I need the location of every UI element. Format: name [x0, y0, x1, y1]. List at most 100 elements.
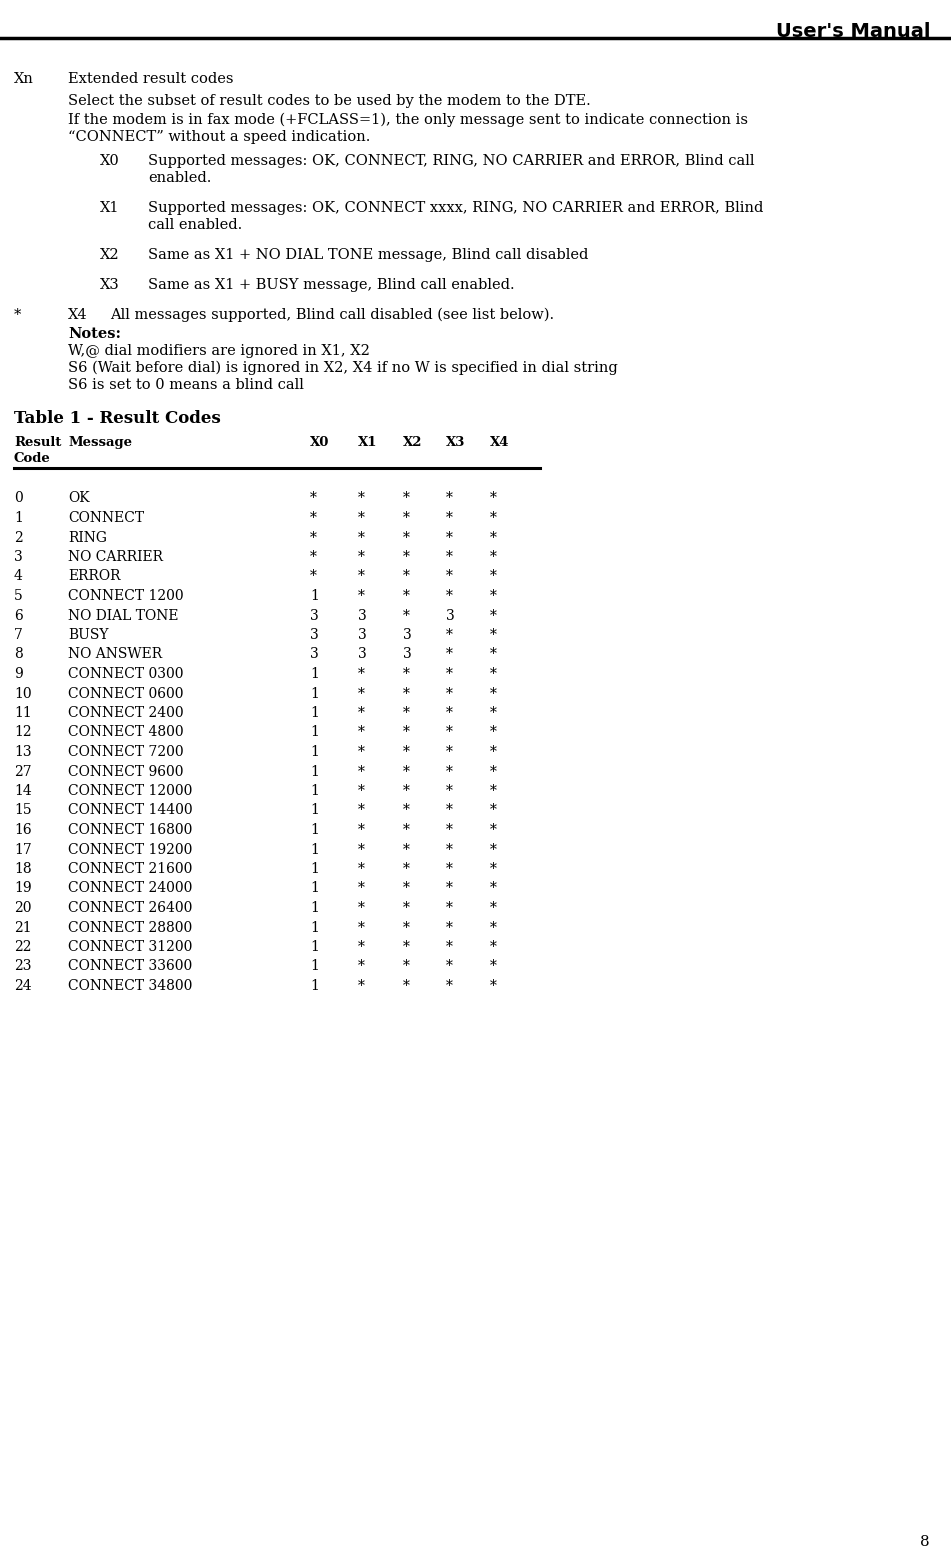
Text: S6 is set to 0 means a blind call: S6 is set to 0 means a blind call	[68, 378, 304, 392]
Text: Same as X1 + BUSY message, Blind call enabled.: Same as X1 + BUSY message, Blind call en…	[148, 278, 514, 292]
Text: *: *	[358, 589, 365, 603]
Text: 8: 8	[14, 648, 23, 662]
Text: 3: 3	[310, 648, 319, 662]
Text: “CONNECT” without a speed indication.: “CONNECT” without a speed indication.	[68, 131, 370, 145]
Text: *: *	[490, 803, 496, 817]
Text: 15: 15	[14, 803, 31, 817]
Text: *: *	[490, 550, 496, 564]
Text: *: *	[446, 744, 453, 758]
Text: Same as X1 + NO DIAL TONE message, Blind call disabled: Same as X1 + NO DIAL TONE message, Blind…	[148, 249, 589, 263]
Text: *: *	[310, 569, 317, 583]
Text: 17: 17	[14, 842, 31, 856]
Text: X0: X0	[100, 154, 120, 168]
Text: *: *	[403, 511, 410, 525]
Text: *: *	[358, 920, 365, 934]
Text: *: *	[446, 511, 453, 525]
Text: CONNECT 19200: CONNECT 19200	[68, 842, 192, 856]
Text: 6: 6	[14, 609, 23, 623]
Text: *: *	[446, 491, 453, 505]
Text: *: *	[358, 530, 365, 544]
Text: *: *	[446, 940, 453, 954]
Text: 1: 1	[310, 706, 319, 720]
Text: 1: 1	[310, 862, 319, 876]
Text: *: *	[310, 491, 317, 505]
Text: *: *	[403, 959, 410, 973]
Text: *: *	[490, 706, 496, 720]
Text: 4: 4	[14, 569, 23, 583]
Text: *: *	[358, 881, 365, 895]
Text: 1: 1	[310, 785, 319, 799]
Text: CONNECT 4800: CONNECT 4800	[68, 726, 184, 740]
Text: Message: Message	[68, 437, 132, 449]
Text: *: *	[446, 726, 453, 740]
Text: NO ANSWER: NO ANSWER	[68, 648, 162, 662]
Text: *: *	[403, 667, 410, 681]
Text: *: *	[446, 881, 453, 895]
Text: X4: X4	[68, 308, 87, 322]
Text: *: *	[446, 589, 453, 603]
Text: *: *	[403, 744, 410, 758]
Text: *: *	[446, 959, 453, 973]
Text: User's Manual: User's Manual	[775, 22, 930, 40]
Text: *: *	[358, 706, 365, 720]
Text: 1: 1	[310, 920, 319, 934]
Text: *: *	[358, 667, 365, 681]
Text: 24: 24	[14, 979, 31, 993]
Text: *: *	[490, 609, 496, 623]
Text: Supported messages: OK, CONNECT, RING, NO CARRIER and ERROR, Blind call: Supported messages: OK, CONNECT, RING, N…	[148, 154, 754, 168]
Text: *: *	[490, 511, 496, 525]
Text: 3: 3	[358, 648, 367, 662]
Text: X2: X2	[100, 249, 120, 263]
Text: 19: 19	[14, 881, 31, 895]
Text: *: *	[403, 940, 410, 954]
Text: CONNECT 0600: CONNECT 0600	[68, 687, 184, 701]
Text: 5: 5	[14, 589, 23, 603]
Text: *: *	[358, 940, 365, 954]
Text: *: *	[310, 550, 317, 564]
Text: 8: 8	[921, 1535, 930, 1549]
Text: BUSY: BUSY	[68, 628, 108, 642]
Text: *: *	[403, 687, 410, 701]
Text: 1: 1	[310, 881, 319, 895]
Text: 1: 1	[310, 842, 319, 856]
Text: Extended result codes: Extended result codes	[68, 71, 234, 85]
Text: 13: 13	[14, 744, 31, 758]
Text: *: *	[490, 901, 496, 915]
Text: *: *	[358, 785, 365, 799]
Text: Select the subset of result codes to be used by the modem to the DTE.: Select the subset of result codes to be …	[68, 93, 591, 107]
Text: Table 1 - Result Codes: Table 1 - Result Codes	[14, 410, 221, 427]
Text: 1: 1	[14, 511, 23, 525]
Text: *: *	[403, 785, 410, 799]
Text: Code: Code	[14, 452, 50, 465]
Text: 1: 1	[310, 901, 319, 915]
Text: *: *	[490, 589, 496, 603]
Text: *: *	[490, 648, 496, 662]
Text: 1: 1	[310, 803, 319, 817]
Text: *: *	[490, 744, 496, 758]
Text: NO CARRIER: NO CARRIER	[68, 550, 163, 564]
Text: RING: RING	[68, 530, 107, 544]
Text: CONNECT 2400: CONNECT 2400	[68, 706, 184, 720]
Text: *: *	[358, 842, 365, 856]
Text: *: *	[490, 569, 496, 583]
Text: *: *	[490, 785, 496, 799]
Text: *: *	[446, 920, 453, 934]
Text: 11: 11	[14, 706, 31, 720]
Text: 23: 23	[14, 959, 31, 973]
Text: *: *	[358, 744, 365, 758]
Text: *: *	[403, 881, 410, 895]
Text: call enabled.: call enabled.	[148, 218, 243, 232]
Text: *: *	[490, 667, 496, 681]
Text: Supported messages: OK, CONNECT xxxx, RING, NO CARRIER and ERROR, Blind: Supported messages: OK, CONNECT xxxx, RI…	[148, 200, 764, 214]
Text: CONNECT 24000: CONNECT 24000	[68, 881, 192, 895]
Text: *: *	[358, 569, 365, 583]
Text: CONNECT 33600: CONNECT 33600	[68, 959, 192, 973]
Text: 18: 18	[14, 862, 31, 876]
Text: 16: 16	[14, 824, 31, 838]
Text: *: *	[14, 308, 21, 322]
Text: 27: 27	[14, 765, 31, 779]
Text: *: *	[358, 511, 365, 525]
Text: *: *	[490, 979, 496, 993]
Text: *: *	[490, 959, 496, 973]
Text: 12: 12	[14, 726, 31, 740]
